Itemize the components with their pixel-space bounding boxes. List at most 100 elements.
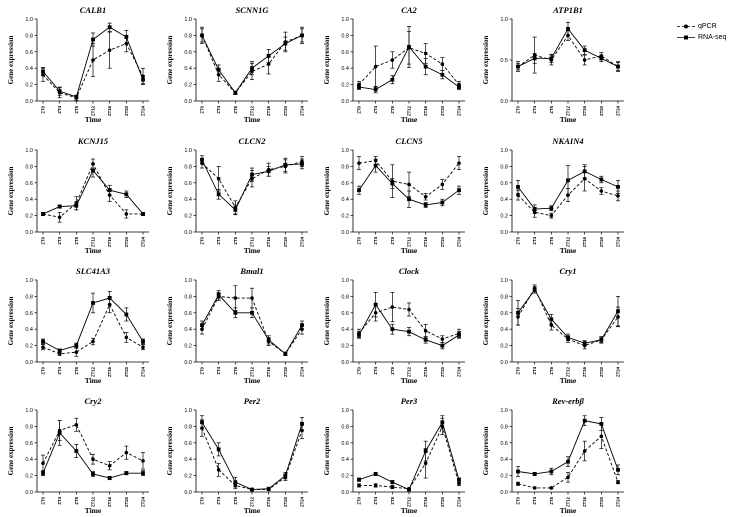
x-tick-label: ZT8 — [233, 105, 238, 113]
legend-rnaseq-label: RNA-seq — [698, 34, 727, 41]
data-point — [74, 203, 79, 208]
data-point — [423, 461, 428, 466]
x-tick-label: ZT12 — [407, 105, 412, 116]
y-tick-label: 0.4 — [25, 457, 33, 463]
data-point — [423, 64, 428, 69]
y-tick-label: 1.0 — [341, 17, 349, 23]
x-tick-label: ZT12 — [91, 366, 96, 377]
data-point — [457, 477, 461, 482]
data-point — [357, 483, 361, 488]
data-point — [357, 188, 361, 193]
y-tick-label: 0.8 — [500, 164, 508, 170]
x-tick-label: ZT8 — [390, 366, 395, 374]
series-qpcr — [357, 417, 461, 491]
x-tick-label: ZT20 — [599, 366, 604, 377]
y-tick-label: 1.0 — [184, 408, 192, 414]
y-tick-label: 0.6 — [500, 311, 508, 317]
y-axis-label: Gene expression — [7, 36, 15, 85]
series-rna-seq — [357, 26, 461, 94]
x-tick-label: ZT12 — [250, 105, 255, 116]
data-point — [41, 345, 45, 350]
data-point — [250, 310, 254, 315]
data-point — [266, 54, 271, 58]
data-point — [423, 337, 428, 342]
y-tick-label: 0.2 — [184, 344, 192, 350]
panel-cry2: Cry2 0.0 0.2 0.4 0.6 0.8 1.0 ZT0 ZT4 ZT8 ZT12 ZT16 Z… — [7, 396, 149, 515]
legend-qpcr-swatch-icon — [677, 24, 695, 29]
x-tick-label: ZT0 — [357, 366, 362, 374]
y-tick-label: 0.2 — [500, 344, 508, 350]
panel-scnn1g: SCNN1G 0.0 0.2 0.4 0.6 0.8 1.0 ZT0 ZT4 ZT8 ZT12 ZT1… — [166, 5, 308, 124]
x-tick-label: ZT8 — [549, 366, 554, 374]
y-tick-label: 0.2 — [184, 474, 192, 480]
x-tick-label: ZT24 — [300, 366, 305, 377]
data-point — [549, 486, 554, 490]
data-point — [549, 213, 554, 218]
x-axis-label: Time — [85, 246, 102, 255]
y-tick-label: 0.4 — [184, 457, 192, 463]
y-tick-label: 0.5 — [500, 58, 508, 64]
series-qpcr — [41, 417, 145, 472]
data-point — [532, 486, 537, 490]
data-point — [440, 72, 445, 77]
panel-clcn2: CLCN2 0.0 0.2 0.4 0.6 0.8 1.0 ZT0 ZT4 ZT8 ZT12 ZT16… — [166, 136, 308, 255]
data-point — [91, 168, 95, 173]
x-tick-label: ZT16 — [107, 105, 112, 116]
panel-title-bmal1: Bmal1 — [239, 266, 263, 276]
x-tick-label: ZT24 — [300, 236, 305, 247]
data-point — [582, 341, 587, 346]
data-point — [516, 64, 520, 69]
series-qpcr — [200, 285, 304, 356]
y-tick-label: 0.8 — [184, 294, 192, 300]
y-tick-label: 0.4 — [341, 197, 349, 203]
panel-title-clcn2: CLCN2 — [239, 136, 267, 146]
data-point — [41, 339, 45, 344]
x-tick-label: ZT20 — [283, 366, 288, 377]
panel-rev-erbbeta: Rev-erbβ 0.0 0.2 0.4 0.6 0.8 1.0 ZT0 ZT4 ZT8 ZT12 Z… — [482, 396, 624, 515]
y-tick-label: 0.2 — [25, 214, 33, 220]
data-point — [216, 447, 221, 452]
x-axis-label: Time — [560, 376, 577, 385]
legend-item-rnaseq: RNA-seq — [676, 33, 750, 42]
y-tick-label: 0.8 — [184, 164, 192, 170]
x-tick-label: ZT12 — [407, 236, 412, 247]
y-tick-label: 0.0 — [25, 360, 33, 366]
x-tick-label: ZT20 — [440, 105, 445, 116]
y-tick-label: 0.0 — [184, 230, 192, 236]
legend-item-qpcr: qPCR — [676, 22, 750, 31]
y-axis-label: Gene expression — [323, 36, 331, 85]
data-point — [532, 472, 537, 476]
data-point — [216, 67, 221, 72]
y-tick-label: 0.2 — [341, 83, 349, 89]
data-point — [124, 335, 129, 340]
data-point — [582, 169, 587, 174]
data-point — [74, 350, 79, 354]
data-point — [266, 62, 271, 66]
panel-slc41a3: SLC41A3 0.0 0.2 0.4 0.6 0.8 1.0 ZT0 ZT4 ZT8 ZT12 ZT… — [7, 266, 149, 385]
data-point — [124, 212, 129, 216]
data-point — [373, 64, 378, 69]
data-point — [407, 307, 411, 312]
y-tick-label: 0.2 — [25, 83, 33, 89]
data-point — [599, 422, 604, 426]
x-tick-label: ZT8 — [233, 496, 238, 504]
panel-calb1: CALB1 0.0 0.2 0.4 0.6 0.8 1.0 ZT0 ZT4 ZT8 ZT12 ZT16… — [7, 5, 149, 124]
y-tick-label: 0.8 — [25, 294, 33, 300]
x-axis-label: Time — [85, 506, 102, 515]
x-tick-label: ZT20 — [124, 366, 129, 377]
panel-title-atp1b1: ATP1B1 — [552, 5, 583, 15]
y-tick-label: 0.6 — [341, 50, 349, 56]
x-tick-label: ZT16 — [423, 236, 428, 247]
x-axis-label: Time — [244, 246, 261, 255]
y-tick-label: 0.6 — [500, 441, 508, 447]
x-tick-label: ZT12 — [250, 496, 255, 507]
x-tick-label: ZT0 — [200, 236, 205, 244]
data-point — [616, 467, 620, 472]
data-point — [57, 431, 62, 435]
series-qpcr — [516, 423, 620, 490]
data-point — [283, 473, 288, 478]
data-point — [516, 482, 520, 486]
x-tick-label: ZT0 — [41, 105, 46, 113]
x-tick-label: ZT0 — [516, 105, 521, 113]
